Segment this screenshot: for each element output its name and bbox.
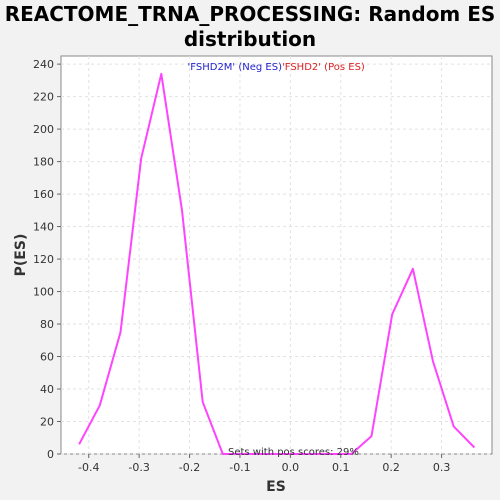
y-tick-label: 200 [33,123,54,136]
y-axis-label: P(ES) [13,234,29,277]
x-tick-label: -0.3 [128,461,149,474]
x-tick-label: -0.2 [179,461,200,474]
legend-entry-pos: 'FSHD2' (Pos ES) [282,62,365,73]
x-tick-label: 0.1 [332,461,350,474]
x-axis-label: ES [266,479,286,495]
x-tick-label: -0.1 [229,461,250,474]
y-tick-label: 60 [40,351,54,364]
series-layer [78,72,476,455]
y-tick-label: 160 [33,188,54,201]
pos-scores-annotation: Sets with pos scores: 29% [228,447,359,458]
series-line [78,72,476,455]
x-tick-label: -0.4 [78,461,99,474]
y-tick-label: 20 [40,416,54,429]
chart-title: REACTOME_TRNA_PROCESSING: Random ES dist… [4,2,496,51]
x-tick-label: 0.2 [382,461,400,474]
y-tick-label: 80 [40,318,54,331]
y-tick-label: 140 [33,221,54,234]
y-tick-label: 240 [33,58,54,71]
axes: 0 20 40 60 80 100 120 140 160 180 200 220 240 -0.4 -0.… [33,58,450,474]
legend-entry-neg: 'FSHD2M' (Neg ES) [188,62,283,73]
y-tick-label: 0 [47,448,54,461]
plot-area [60,55,493,455]
x-tick-label: 0.0 [282,461,300,474]
x-tick-label: 0.3 [433,461,451,474]
y-tick-label: 100 [33,286,54,299]
y-tick-label: 40 [40,383,54,396]
y-tick-label: 120 [33,253,54,266]
y-tick-label: 220 [33,91,54,104]
y-tick-label: 180 [33,156,54,169]
